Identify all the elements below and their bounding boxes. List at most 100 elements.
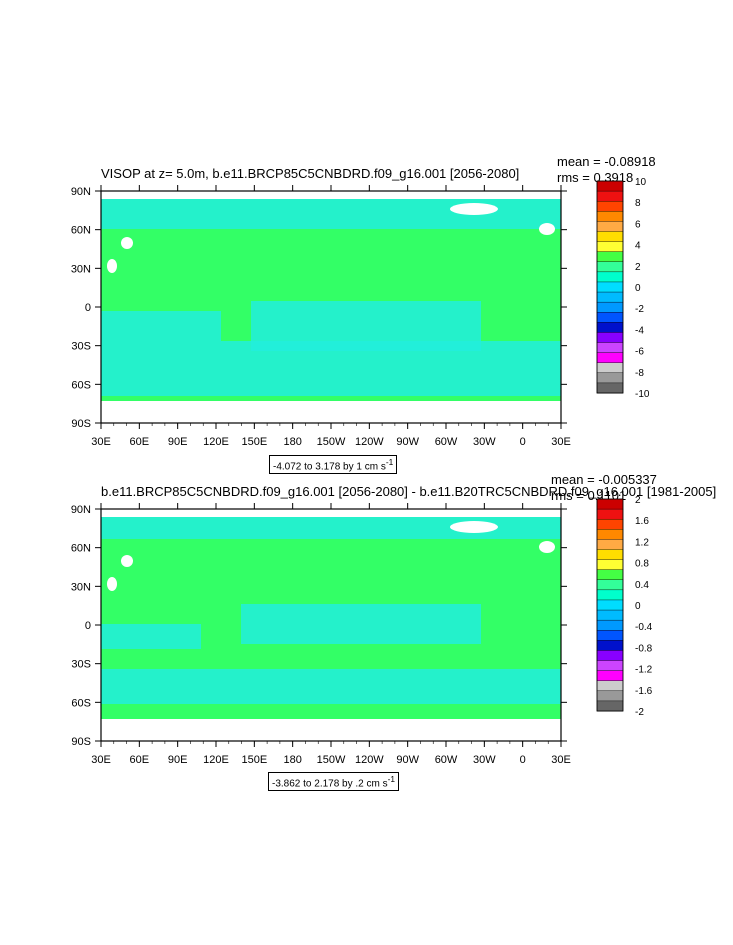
x-tick-label: 30W (473, 436, 496, 448)
colorbar-swatch (596, 508, 624, 520)
x-tick-label: 120E (203, 754, 229, 766)
x-tick-label: 120W (355, 436, 384, 448)
colorbar-label: 0 (635, 601, 641, 612)
colorbar-label: -4 (635, 325, 644, 336)
land-patch (539, 541, 555, 553)
panel-title: b.e11.BRCP85C5CNBDRD.f09_g16.001 [2056-2… (101, 484, 717, 499)
colorbar-swatch (596, 700, 624, 712)
y-tick-label: 60N (71, 543, 91, 555)
x-tick-label: 120W (355, 754, 384, 766)
greenland-land (450, 203, 498, 215)
y-tick-label: 60S (71, 697, 91, 709)
land-patch (107, 577, 117, 591)
colorbar-swatch (596, 271, 624, 283)
colorbar-swatch (596, 211, 624, 222)
y-tick-label: 0 (85, 620, 91, 632)
colorbar-swatch (596, 619, 624, 631)
colorbar-swatch (596, 569, 624, 581)
colorbar-swatch (596, 599, 624, 611)
x-tick-label: 60W (435, 436, 458, 448)
colorbar-swatch (596, 332, 624, 344)
x-tick-label: 150W (317, 754, 346, 766)
colorbar-swatch (596, 559, 624, 571)
colorbar-swatch (596, 539, 624, 550)
field-band (101, 199, 561, 229)
colorbar-label: 10 (635, 177, 647, 188)
x-tick-label: 60E (130, 436, 150, 448)
x-tick-label: 30W (473, 754, 496, 766)
x-tick-label: 150E (241, 754, 267, 766)
field-band (251, 301, 481, 351)
contour-info-box: -4.072 to 3.178 by 1 cm s-1 (269, 455, 398, 475)
colorbar-swatch (596, 251, 624, 263)
map-plot: 30E 60E 90E 120E 150E 180 150W 120W 90W 60W 30W 0 30… (71, 177, 650, 448)
x-tick-label: 180 (283, 754, 301, 766)
colorbar-swatch (596, 670, 624, 682)
colorbar-label: 8 (635, 198, 641, 209)
mean-label: mean = -0.005337 (551, 472, 657, 487)
mean-label: mean = -0.08918 (557, 154, 656, 169)
x-tick-label: 90W (396, 754, 419, 766)
colorbar-swatch (596, 261, 624, 273)
x-tick-label: 150W (317, 436, 346, 448)
y-tick-label: 0 (85, 302, 91, 314)
colorbar-swatch (596, 180, 624, 192)
colorbar-swatch (596, 200, 624, 212)
land-patch (121, 555, 133, 567)
x-tick-label: 30E (551, 436, 571, 448)
x-tick-label: 30E (551, 754, 571, 766)
x-tick-label: 30E (91, 754, 111, 766)
colorbar-label: 2 (635, 262, 641, 273)
colorbar-swatch (596, 291, 624, 303)
colorbar-frame (596, 180, 624, 394)
colorbar-swatch (596, 382, 624, 394)
colorbar-swatch (596, 352, 624, 364)
colorbar-label: 2 (635, 495, 641, 506)
land-patch (107, 259, 117, 273)
field-band (241, 604, 481, 644)
map-plot: 30E 60E 90E 120E 150E 180 150W 120W 90W 60W 30W 0 30… (71, 495, 653, 766)
y-tick-label: 30N (71, 263, 91, 275)
colorbar-label: 0 (635, 283, 641, 294)
colorbar-swatch (596, 301, 624, 313)
field-band (101, 311, 221, 341)
x-tick-label: 90E (168, 754, 188, 766)
colorbar-swatch (596, 241, 624, 253)
colorbar-swatch (596, 281, 624, 293)
y-tick-label: 30S (71, 341, 91, 353)
map-panel-top: VISOP at z= 5.0m, b.e11.BRCP85C5CNBDRD.f… (0, 150, 733, 475)
colorbar-swatch (596, 498, 624, 510)
contour-info-unit-exp: -1 (387, 774, 396, 784)
colorbar-swatch (596, 680, 624, 692)
land-patch (121, 237, 133, 249)
colorbar-label: -8 (635, 368, 644, 379)
map-panel-bottom: b.e11.BRCP85C5CNBDRD.f09_g16.001 [2056-2… (0, 468, 733, 792)
contour-info-box: -3.862 to 2.178 by .2 cm s-1 (268, 772, 400, 792)
colorbar-swatch (596, 650, 624, 662)
colorbar-label: 6 (635, 219, 641, 230)
panel-title: VISOP at z= 5.0m, b.e11.BRCP85C5CNBDRD.f… (101, 166, 520, 181)
x-tick-label: 90W (396, 436, 419, 448)
contour-info: -4.072 to 3.178 by 1 cm s (273, 461, 386, 473)
colorbar-label: -6 (635, 347, 644, 358)
contour-info: -3.862 to 2.178 by .2 cm s (272, 778, 388, 790)
y-tick-label: 90S (71, 418, 91, 430)
colorbar-label: -0.8 (635, 643, 653, 654)
y-tick-label: 60S (71, 379, 91, 391)
x-tick-label: 60W (435, 754, 458, 766)
x-tick-label: 30E (91, 436, 111, 448)
colorbar-swatch (596, 660, 624, 672)
x-tick-label: 0 (520, 754, 526, 766)
field-band (101, 624, 201, 649)
colorbar-swatch (596, 549, 624, 561)
colorbar-label: 4 (635, 241, 641, 252)
x-tick-label: 0 (520, 436, 526, 448)
colorbar-swatch (596, 342, 624, 354)
x-tick-label: 60E (130, 754, 150, 766)
colorbar-swatch (596, 690, 624, 702)
colorbar-swatch (596, 322, 624, 333)
colorbar-label: -0.4 (635, 622, 653, 633)
colorbar-swatch (596, 529, 624, 540)
x-tick-label: 90E (168, 436, 188, 448)
colorbar-swatch (596, 190, 624, 202)
